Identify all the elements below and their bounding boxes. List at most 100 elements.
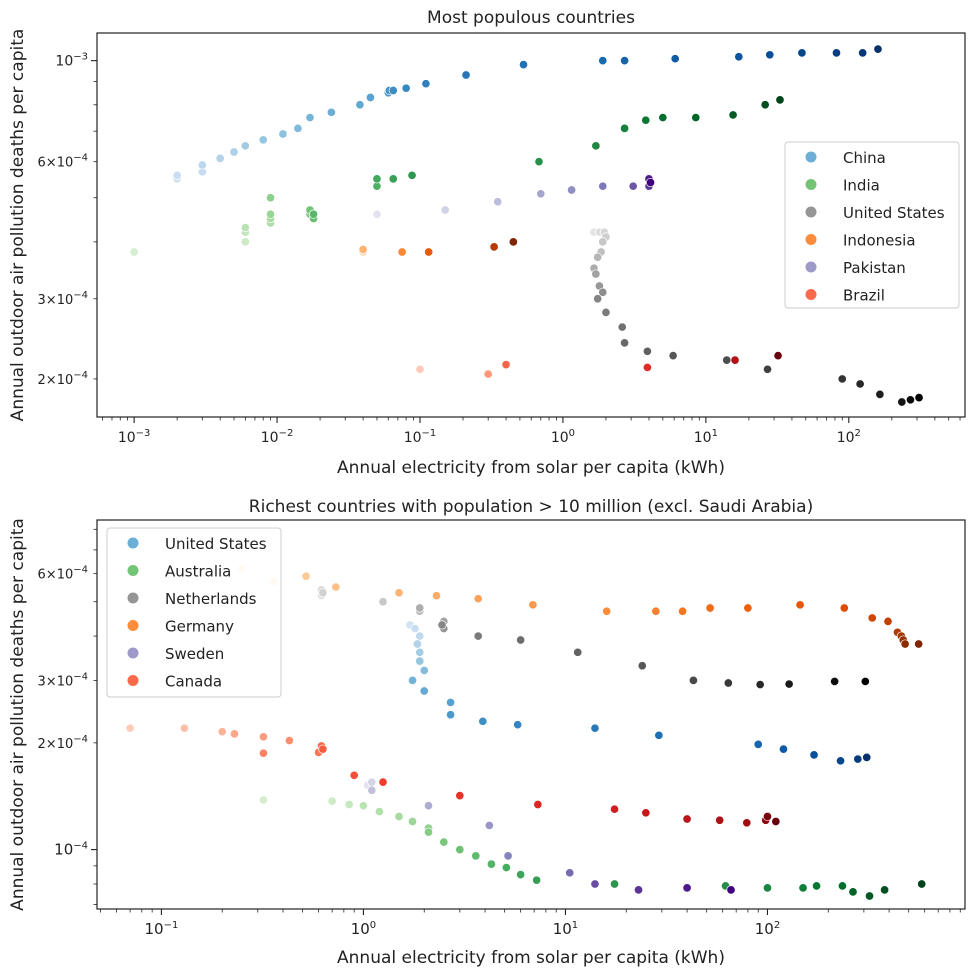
- point-china: [873, 44, 883, 54]
- x-tick-label: 100: [551, 428, 575, 446]
- legend-marker: [805, 206, 817, 218]
- point-australia: [407, 816, 418, 827]
- point-india: [372, 174, 382, 184]
- series-netherlands: [316, 585, 870, 690]
- point-united-states: [654, 730, 664, 740]
- point-indonesia: [489, 242, 499, 252]
- series-pakistan: [372, 174, 656, 219]
- point-china: [734, 52, 744, 62]
- point-united-states: [419, 665, 429, 676]
- point-netherlands: [830, 676, 840, 686]
- point-canada: [378, 777, 388, 787]
- legend: United States Australia Netherlands Germany…: [106, 527, 282, 698]
- point-brazil: [730, 355, 740, 365]
- point-indonesia: [424, 247, 434, 257]
- y-tick-label: 10−3: [55, 52, 88, 70]
- point-united-states: [835, 756, 846, 766]
- legend-label: United States: [843, 204, 945, 222]
- point-india: [760, 100, 770, 110]
- point-canada: [318, 744, 328, 754]
- point-united-states: [722, 355, 732, 365]
- point-australia: [358, 801, 368, 811]
- point-india: [658, 112, 668, 123]
- legend-item-india: India: [805, 177, 880, 195]
- legend: China India United States Indonesia Pakistan…: [784, 141, 960, 309]
- point-india: [641, 115, 651, 125]
- point-germany: [473, 594, 483, 604]
- point-china: [293, 123, 303, 133]
- legend-item-australia: Australia: [127, 563, 231, 581]
- y-axis-ticks: 10−3 6×10−4 3×10−4 2×10−4: [38, 52, 97, 388]
- point-united-states: [601, 307, 611, 317]
- legend-item-brazil: Brazil: [805, 287, 885, 305]
- point-india: [407, 170, 417, 180]
- point-united-states: [590, 723, 600, 733]
- point-netherlands: [378, 597, 388, 607]
- point-canada: [217, 727, 227, 737]
- legend-box: [106, 527, 282, 698]
- legend-marker: [127, 675, 139, 686]
- legend-item-netherlands: Netherlands: [127, 590, 257, 608]
- point-indonesia: [397, 247, 407, 257]
- point-brazil: [483, 369, 493, 379]
- point-pakistan: [628, 181, 638, 191]
- y-axis-label: Annual outdoor air pollution deaths per …: [8, 518, 28, 911]
- point-united-states: [446, 710, 456, 720]
- point-australia: [486, 859, 496, 869]
- point-united-states: [415, 631, 425, 641]
- legend-item-china: China: [805, 149, 886, 167]
- point-netherlands: [318, 588, 328, 598]
- point-canada: [771, 816, 781, 827]
- point-sweden: [590, 879, 600, 889]
- point-united-states: [591, 269, 601, 279]
- point-india: [591, 141, 601, 151]
- point-united-states: [419, 686, 429, 696]
- point-china: [797, 48, 807, 58]
- point-united-states: [642, 346, 652, 356]
- point-china: [172, 170, 182, 180]
- y-tick-label: 6×10−4: [38, 153, 88, 171]
- point-united-states: [617, 322, 627, 332]
- legend-marker: [127, 592, 139, 604]
- series-australia: [258, 795, 927, 901]
- point-china: [670, 54, 680, 64]
- point-china: [461, 70, 471, 80]
- legend-marker: [805, 179, 817, 190]
- point-netherlands: [516, 635, 526, 645]
- chart-richest-countries: Richest countries with population > 10 m…: [8, 497, 966, 968]
- point-pakistan: [493, 197, 503, 207]
- point-netherlands: [755, 680, 765, 690]
- point-australia: [917, 879, 927, 889]
- point-united-states: [620, 338, 630, 348]
- legend-item-pakistan: Pakistan: [805, 259, 906, 277]
- point-australia: [516, 870, 526, 880]
- plot-frame: [96, 32, 966, 418]
- point-australia: [374, 807, 384, 817]
- point-germany: [705, 603, 715, 613]
- point-germany: [914, 639, 924, 649]
- point-united-states: [862, 752, 872, 762]
- legend-item-sweden: Sweden: [127, 645, 224, 663]
- point-canada: [641, 808, 651, 818]
- point-united-states: [415, 656, 425, 666]
- x-tick-label: 101: [694, 428, 718, 446]
- point-australia: [609, 879, 620, 889]
- legend-item-germany: Germany: [127, 618, 234, 636]
- point-australia: [455, 845, 465, 855]
- point-united-states: [809, 750, 819, 760]
- y-tick-label: 3×10−4: [38, 671, 88, 689]
- legend-label: United States: [165, 535, 267, 553]
- y-axis-label: Annual outdoor air pollution deaths per …: [8, 29, 28, 422]
- point-united-states: [598, 237, 608, 247]
- x-tick-label: 10−1: [404, 428, 437, 446]
- legend-label: Pakistan: [843, 259, 906, 277]
- point-netherlands: [473, 631, 483, 641]
- point-netherlands: [784, 679, 794, 689]
- point-canada: [179, 723, 189, 733]
- legend-label: India: [843, 177, 880, 195]
- point-germany: [678, 606, 688, 616]
- plot-frame: [96, 519, 966, 910]
- legend-item-united-states: United States: [127, 535, 267, 553]
- point-china: [197, 160, 207, 170]
